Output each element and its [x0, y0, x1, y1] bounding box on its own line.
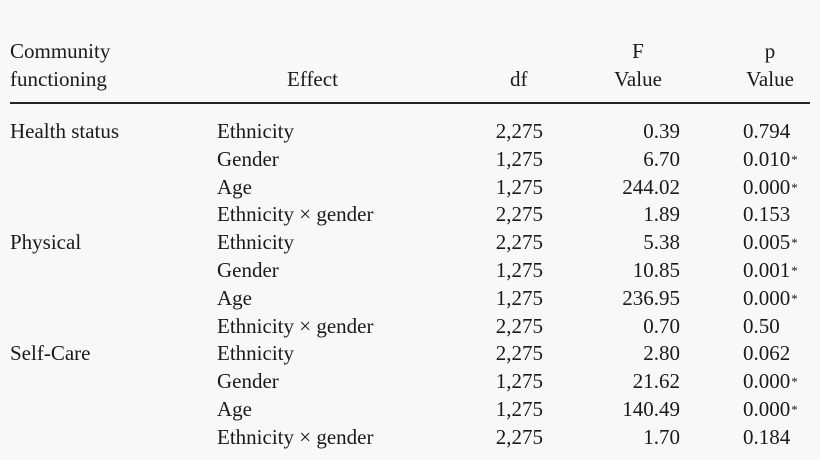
row-f-value: 0.70 [643, 314, 680, 338]
significance-marker: * [791, 374, 798, 389]
row-p-value: 0.000* [743, 174, 798, 200]
row-df: 1,275 [495, 175, 543, 199]
header-f-line2: Value [614, 67, 662, 91]
row-f-value: 2.80 [643, 341, 680, 365]
header-df: df [510, 67, 528, 91]
row-effect: Age [217, 397, 252, 421]
row-f-value: 0.39 [643, 119, 680, 143]
p-value-number: 0.005 [743, 230, 791, 254]
significance-marker: * [791, 152, 798, 167]
p-value-number: 0.000 [743, 369, 791, 393]
row-effect: Ethnicity × gender [217, 202, 374, 226]
row-effect: Ethnicity [217, 119, 294, 143]
row-f-value: 244.02 [622, 175, 680, 199]
header-p-line1: p [764, 39, 776, 63]
row-df: 2,275 [495, 425, 543, 449]
header-community-line2: functioning [10, 67, 107, 91]
row-df: 2,275 [495, 230, 543, 254]
p-value-number: 0.000 [743, 397, 791, 421]
row-p-value: 0.010* [743, 146, 798, 172]
row-df: 1,275 [495, 147, 543, 171]
row-p-value: 0.005* [743, 229, 798, 255]
row-df: 1,275 [495, 369, 543, 393]
row-effect: Ethnicity × gender [217, 314, 374, 338]
p-value-number: 0.000 [743, 175, 791, 199]
p-value-number: 0.000 [743, 286, 791, 310]
header-effect: Effect [287, 67, 338, 91]
row-p-value: 0.794 [743, 118, 790, 144]
row-effect: Age [217, 286, 252, 310]
row-p-value: 0.062 [743, 340, 790, 366]
row-effect: Age [217, 175, 252, 199]
row-df: 2,275 [495, 202, 543, 226]
row-p-value: 0.000* [743, 368, 798, 394]
significance-marker: * [791, 291, 798, 306]
row-effect: Ethnicity [217, 341, 294, 365]
row-group-label: Physical [10, 230, 82, 254]
row-p-value: 0.000* [743, 285, 798, 311]
row-group-label: Health status [10, 119, 120, 143]
header-rule [10, 102, 810, 104]
row-df: 1,275 [495, 286, 543, 310]
row-f-value: 1.70 [643, 425, 680, 449]
row-f-value: 10.85 [632, 258, 680, 282]
row-df: 1,275 [495, 258, 543, 282]
p-value-number: 0.184 [743, 425, 791, 449]
significance-marker: * [791, 235, 798, 250]
row-df: 2,275 [495, 119, 543, 143]
p-value-number: 0.50 [743, 314, 780, 338]
p-value-number: 0.010 [743, 147, 791, 171]
row-f-value: 1.89 [643, 202, 680, 226]
significance-marker: * [791, 180, 798, 195]
row-f-value: 236.95 [622, 286, 680, 310]
p-value-number: 0.062 [743, 341, 791, 365]
row-p-value: 0.50 [743, 313, 780, 339]
row-f-value: 6.70 [643, 147, 680, 171]
row-p-value: 0.184 [743, 424, 790, 450]
row-f-value: 140.49 [622, 397, 680, 421]
p-value-number: 0.153 [743, 202, 791, 226]
significance-marker: * [791, 263, 798, 278]
header-p-line2: Value [746, 67, 794, 91]
p-value-number: 0.001 [743, 258, 791, 282]
row-df: 2,275 [495, 341, 543, 365]
row-effect: Ethnicity × gender [217, 425, 374, 449]
row-df: 2,275 [495, 314, 543, 338]
row-p-value: 0.153 [743, 201, 790, 227]
header-f-line1: F [632, 39, 644, 63]
row-f-value: 21.62 [632, 369, 680, 393]
p-value-number: 0.794 [743, 119, 791, 143]
row-group-label: Self-Care [10, 341, 91, 365]
row-effect: Ethnicity [217, 230, 294, 254]
row-effect: Gender [217, 258, 279, 282]
row-p-value: 0.000* [743, 396, 798, 422]
row-df: 1,275 [495, 397, 543, 421]
significance-marker: * [791, 402, 798, 417]
row-p-value: 0.001* [743, 257, 798, 283]
row-effect: Gender [217, 369, 279, 393]
row-f-value: 5.38 [643, 230, 680, 254]
row-effect: Gender [217, 147, 279, 171]
header-community-line1: Community [10, 39, 111, 63]
